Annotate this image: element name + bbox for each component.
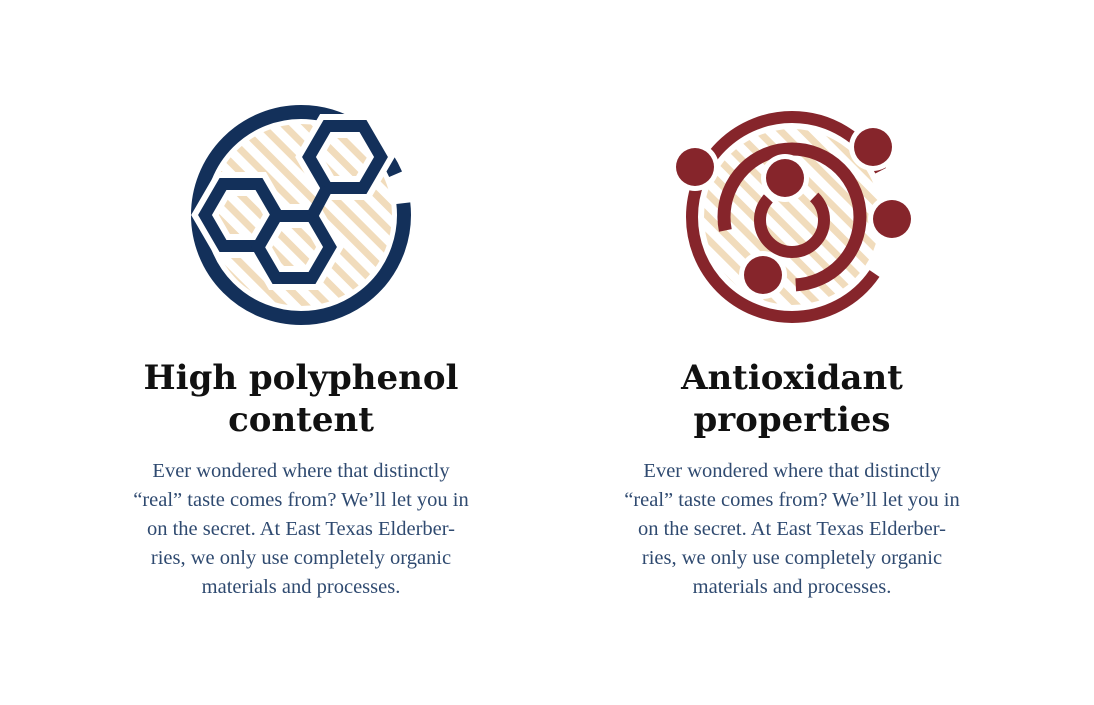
description-line: “real” taste comes from? We’ll let you i… <box>133 489 469 511</box>
feature-title: Antioxidant properties <box>622 357 962 441</box>
description-line: ries, we only use completely organic <box>641 547 943 569</box>
description-line: on the secret. At East Texas Elderber- <box>637 518 946 540</box>
feature-title: High polyphenol content <box>131 357 471 441</box>
description-line: materials and processes. <box>201 576 401 598</box>
feature-description: Ever wondered where that distinctly “rea… <box>101 457 501 602</box>
description-line: materials and processes. <box>692 576 892 598</box>
feature-description: Ever wondered where that distinctly “rea… <box>592 457 992 602</box>
description-line: on the secret. At East Texas Elderber- <box>146 518 455 540</box>
feature-title-line: Antioxidant <box>681 358 903 398</box>
description-line: Ever wondered where that distinctly <box>152 460 450 482</box>
feature-title-line: content <box>228 400 374 440</box>
description-line: “real” taste comes from? We’ll let you i… <box>624 489 960 511</box>
description-line: ries, we only use completely organic <box>150 547 452 569</box>
description-line: Ever wondered where that distinctly <box>643 460 941 482</box>
feature-title-line: properties <box>693 400 891 440</box>
feature-antioxidant: Antioxidant properties Ever wondered whe… <box>572 95 1012 602</box>
feature-polyphenol: High polyphenol content Ever wondered wh… <box>81 95 521 602</box>
feature-title-line: High polyphenol <box>143 358 459 398</box>
hexagon-molecule-icon <box>191 105 411 325</box>
orbiting-atom-icon <box>672 111 912 323</box>
